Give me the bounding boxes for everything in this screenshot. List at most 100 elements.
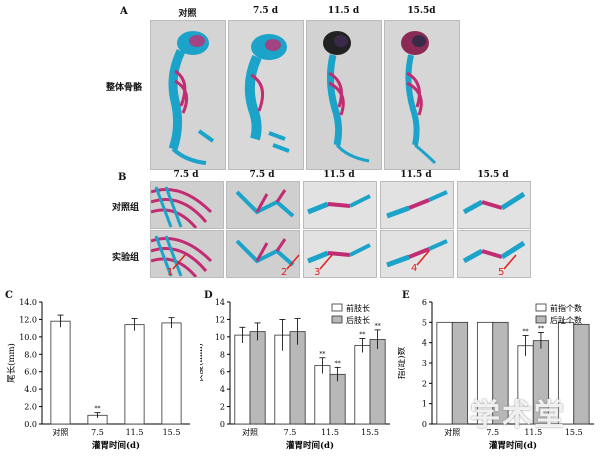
y-tick-label: 10 [215,333,225,342]
significance-label: ** [95,406,101,413]
y-tick-label: 2 [422,379,427,388]
skeleton-photo-11-5d [306,20,382,170]
bar [249,331,266,425]
bar [50,320,71,425]
significance-label: ** [523,329,529,336]
y-tick-label: 12.0 [19,315,37,324]
red-arrow-icon [503,254,517,270]
y-tick-label: 4 [422,339,427,348]
chart-c-tail-length: 0.0 2.0 4.0 6.0 8.0 10.0 12.0 14.0 尾长(mm) 对照 7.5 **… [0,290,200,453]
legend-label: 前指个数 [550,303,582,313]
y-tick-label: 10.0 [19,333,37,342]
panel-b-col-5: 15.5 d [477,170,509,180]
y-tick-label: 4.0 [24,385,37,394]
legend-label: 后趾个数 [550,315,582,325]
significance-label: ** [359,332,365,339]
limb-photo-r1-c3 [303,181,377,229]
red-arrow-icon [172,254,186,270]
panel-d-letter: D [204,290,213,301]
panel-e-letter: E [402,290,410,301]
limb-photo-r2-c5: 5 [457,230,531,278]
bar [573,323,590,425]
legend-swatch [331,315,343,324]
panel-c-letter: C [5,290,13,301]
legend-label: 后肢长 [346,315,370,325]
skeleton-photo-control [150,20,226,170]
x-tick-label: 对照 [242,427,258,437]
bar [451,321,469,425]
y-tick-label: 0.0 [24,420,37,429]
y-tick-label: 6.0 [24,368,37,377]
bar [314,365,331,425]
y-tick-label: 14.0 [19,298,37,307]
limb-photo-r1-c1 [150,181,224,229]
limb-photo-r2-c2: 2 [226,230,300,278]
panel-b-col-1: 7.5 d [173,170,199,180]
y-axis-label: 长度(mm) [200,343,205,383]
limb-photo-r2-c3: 3 [303,230,377,278]
limb-photo-r2-c4: 4 [380,230,454,278]
x-tick-label: 11.5 [126,428,144,437]
x-tick-label: 7.5 [284,428,297,437]
limb-photo-r1-c2 [226,181,300,229]
y-tick-label: 1 [422,400,427,409]
arrow-number: 4 [411,263,417,274]
panel-b-col-4: 11.5 d [400,170,432,180]
x-tick-label: 15.5 [163,428,181,437]
x-tick-label: 11.5 [524,428,542,437]
panel-b-col-3: 11.5 d [323,170,355,180]
legend-swatch [535,303,547,312]
panel-a-col-1: 对照 [178,9,197,19]
panel-a-col-4: 15.5d [407,6,436,16]
chart-d-limb-length: 0 2 4 6 8 10 12 14 长度(mm) 对照 7.5 11.5 ** ** 15.5 ** ** 灌胃… [194,290,400,453]
arrow-number: 3 [314,267,320,277]
x-axis-label: 灌胃时间(d) [489,440,537,451]
y-tick-label: 6 [422,298,427,307]
bar [436,321,453,425]
arrow-number: 1 [167,267,173,277]
bar [329,373,346,425]
arrow-number: 2 [281,267,287,277]
panel-b-row-control: 对照组 [112,203,140,213]
bar [161,322,182,425]
x-tick-label: 对照 [53,427,69,437]
skeleton-photo-15-5d [384,20,460,170]
y-tick-label: 8 [220,350,225,359]
y-tick-label: 6 [220,368,225,377]
x-tick-label: 对照 [444,427,460,437]
chart-e-digit-count: 0 1 2 3 4 5 6 指(趾)数 对照 7.5 11.5 ** ** 15.5 灌胃时间(d) 前指个数… [396,290,600,453]
panel-b-col-2: 7.5 d [249,170,275,180]
y-tick-label: 3 [422,359,427,368]
panel-a-col-2: 7.5 d [252,6,279,16]
significance-label: ** [375,323,381,330]
y-tick-label: 8.0 [24,350,37,359]
x-tick-label: 7.5 [91,428,104,437]
y-axis-label: 尾长(mm) [6,343,17,383]
bar [492,321,509,425]
y-tick-label: 14 [215,298,225,307]
significance-label: ** [538,326,544,333]
y-tick-label: 0 [422,420,427,429]
x-axis-label: 灌胃时间(d) [286,440,334,451]
limb-photo-r1-c5 [457,181,531,229]
red-arrow-icon [286,254,299,270]
significance-label: ** [319,351,325,358]
x-tick-label: 11.5 [321,428,339,437]
x-axis-label: 灌胃时间(d) [92,440,140,451]
y-axis-label: 指(趾)数 [398,346,407,379]
y-tick-label: 2.0 [24,403,37,412]
panel-b-letter: B [118,172,127,183]
legend-swatch [535,315,547,324]
bar [234,334,251,425]
significance-label: ** [335,360,341,367]
limb-photo-r2-c1: 1 [150,230,224,278]
y-tick-label: 2 [220,403,225,412]
y-tick-label: 12 [215,315,225,324]
panel-b-row-experiment: 实验组 [112,253,140,263]
watermark-logo: 学术堂 [470,398,566,433]
bar [369,339,386,425]
limb-photo-r1-c4 [380,181,454,229]
red-arrow-icon [416,250,430,266]
legend-label: 前肢长 [346,303,370,313]
y-tick-label: 4 [220,385,225,394]
